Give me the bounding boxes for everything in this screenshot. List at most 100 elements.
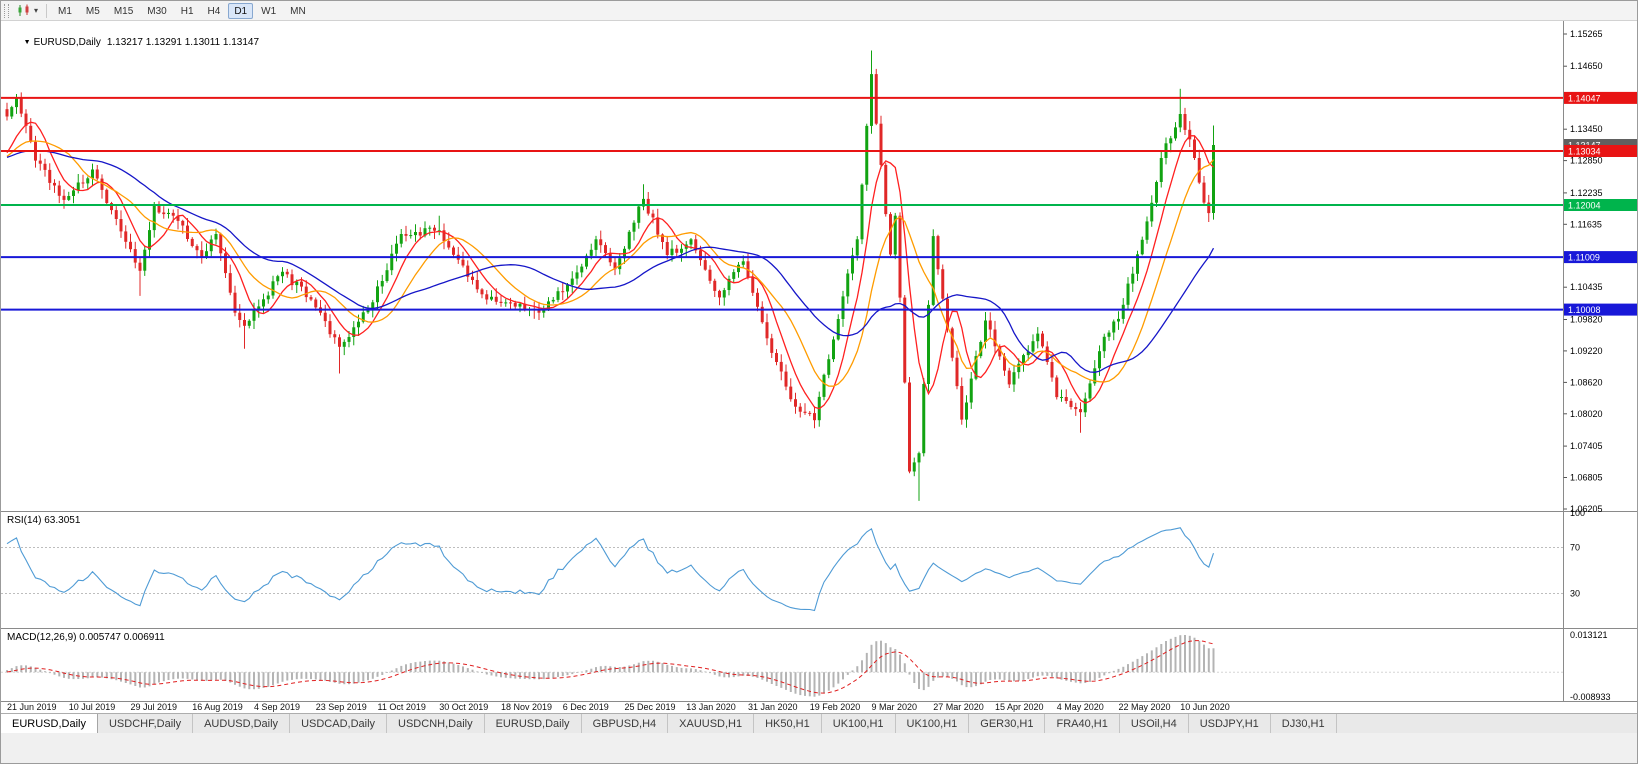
price-axis-label: 1.10435: [1570, 282, 1603, 292]
rsi-indicator-label: RSI(14) 63.3051: [7, 515, 81, 526]
candle-up: [167, 212, 170, 214]
candle-up: [428, 227, 432, 229]
candle-down: [133, 249, 137, 263]
chart-tab-4[interactable]: USDCNH,Daily: [387, 714, 485, 733]
candle-down: [442, 230, 446, 242]
candle-down: [461, 259, 465, 266]
price-chart-canvas[interactable]: 1.15265 1.14650 1.13450 1.12850 1.12235 1.116…: [1, 21, 1638, 713]
chart-tab-3[interactable]: USDCAD,Daily: [290, 714, 388, 733]
candle-up: [1022, 355, 1025, 364]
date-label: 23 Sep 2019: [316, 702, 367, 712]
chart-tab-5[interactable]: EURUSD,Daily: [484, 714, 582, 733]
candle-down: [228, 273, 232, 293]
candle-down: [775, 353, 778, 362]
rsi-axis-label: 30: [1570, 589, 1580, 599]
timeframe-button-h4[interactable]: H4: [207, 5, 221, 17]
candle-up: [1174, 127, 1177, 139]
candle-down: [238, 312, 242, 320]
candle-down: [433, 227, 436, 231]
chart-tab-10[interactable]: UK100,H1: [895, 714, 970, 733]
candle-down: [665, 242, 669, 255]
toolbar-grip-handle[interactable]: [4, 3, 9, 18]
date-label: 25 Dec 2019: [625, 702, 676, 712]
symbol-dropdown-caret-icon[interactable]: ▼: [23, 39, 31, 46]
candle-up: [1159, 158, 1163, 182]
candle-up: [504, 302, 508, 304]
candle-down: [53, 182, 56, 186]
price-axis-label: 1.06805: [1570, 473, 1603, 483]
candle-up: [91, 169, 94, 179]
candle-up: [205, 251, 208, 258]
candle-up: [722, 290, 726, 298]
price-axis-label: 1.08020: [1570, 409, 1603, 419]
candle-down: [447, 241, 451, 248]
timeframe-button-m1[interactable]: M1: [58, 5, 72, 17]
timeframe-button-m15[interactable]: M15: [113, 5, 134, 17]
candle-up: [589, 249, 593, 256]
chart-tab-11[interactable]: GER30,H1: [969, 714, 1046, 733]
candle-up: [271, 281, 275, 296]
timeframe-button-h1[interactable]: H1: [180, 5, 194, 17]
candle-up: [912, 462, 916, 472]
price-axis-label: 1.06205: [1570, 504, 1603, 514]
ma-line-30: [6, 149, 1215, 373]
candle-down: [323, 312, 327, 322]
candle-up: [1060, 397, 1063, 398]
candle-down: [314, 299, 318, 308]
chart-tab-7[interactable]: XAUUSD,H1: [668, 714, 755, 733]
chart-tab-15[interactable]: DJ30,H1: [1270, 714, 1337, 733]
candle-up: [974, 356, 978, 379]
candle-down: [475, 280, 479, 290]
candle-up: [371, 302, 375, 311]
candle-up: [860, 184, 864, 240]
candle-up: [1140, 239, 1144, 255]
chart-tab-13[interactable]: USOil,H4: [1119, 714, 1189, 733]
candle-down: [808, 412, 812, 414]
macd-axis-min-label: -0.008933: [1570, 692, 1611, 702]
chart-tab-6[interactable]: GBPUSD,H4: [581, 714, 669, 733]
candle-up: [566, 284, 569, 292]
candle-up: [423, 228, 427, 236]
candle-up: [846, 273, 850, 297]
chart-tab-9[interactable]: UK100,H1: [821, 714, 896, 733]
candle-down: [404, 234, 408, 236]
candle-down: [1079, 409, 1082, 413]
chart-tab-1[interactable]: USDCHF,Daily: [97, 714, 194, 733]
price-axis-label: 1.09220: [1570, 346, 1603, 356]
timeframe-button-w1[interactable]: W1: [261, 5, 277, 17]
time-axis[interactable]: 21 Jun 2019 10 Jul 2019 29 Jul 2019 16 Aug …: [7, 702, 1230, 712]
timeframe-button-mn[interactable]: MN: [290, 5, 306, 17]
candle-up: [1126, 283, 1130, 305]
price-axis[interactable]: 1.15265 1.14650 1.13450 1.12850 1.12235 1.116…: [1563, 29, 1603, 514]
timeframe-button-d1[interactable]: D1: [228, 2, 254, 19]
chart-period-dropdown-button[interactable]: ▾: [13, 2, 41, 20]
candle-up: [152, 205, 156, 231]
candle-up: [409, 235, 413, 237]
candle-up: [15, 97, 18, 108]
chart-tab-0[interactable]: EURUSD,Daily: [1, 714, 98, 733]
candle-up: [1136, 254, 1139, 274]
candle-up: [841, 296, 845, 319]
candle-up: [637, 206, 641, 223]
candle-up: [865, 125, 869, 185]
timeframe-button-m30[interactable]: M30: [147, 5, 167, 17]
symbol-period-label: EURUSD,Daily: [33, 37, 101, 48]
candle-up: [832, 339, 835, 360]
timeframe-button-m5[interactable]: M5: [85, 5, 100, 17]
chart-tab-2[interactable]: AUDUSD,Daily: [193, 714, 291, 733]
candle-down: [494, 296, 498, 302]
candle-up: [979, 342, 983, 357]
candle-up: [1155, 182, 1158, 203]
toolbar-separator: [46, 3, 48, 18]
chart-tab-12[interactable]: FRA40,H1: [1045, 714, 1120, 733]
candle-down: [770, 338, 774, 353]
price-axis-label: 1.14650: [1570, 61, 1603, 71]
level-price-tag-bg: [1564, 303, 1637, 316]
date-label: 31 Jan 2020: [748, 702, 798, 712]
candle-up: [366, 310, 370, 313]
candle-up: [1102, 336, 1106, 352]
candle-down: [190, 238, 194, 246]
chart-tab-14[interactable]: USDJPY,H1: [1188, 714, 1271, 733]
candle-up: [518, 303, 522, 307]
chart-tab-8[interactable]: HK50,H1: [754, 714, 822, 733]
